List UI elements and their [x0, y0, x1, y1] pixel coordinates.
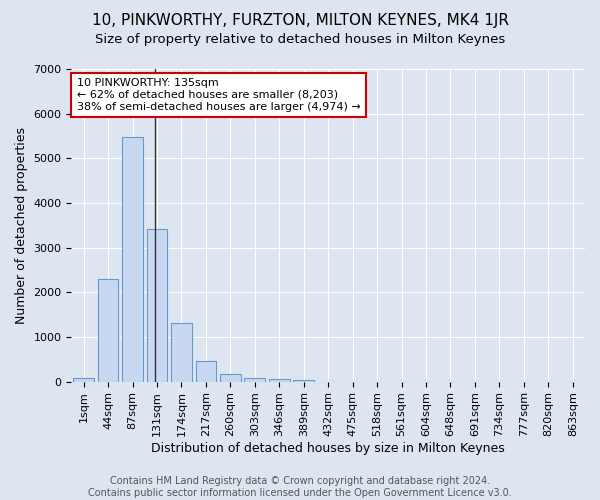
Text: 10 PINKWORTHY: 135sqm
← 62% of detached houses are smaller (8,203)
38% of semi-d: 10 PINKWORTHY: 135sqm ← 62% of detached … [77, 78, 360, 112]
Y-axis label: Number of detached properties: Number of detached properties [15, 127, 28, 324]
Text: Size of property relative to detached houses in Milton Keynes: Size of property relative to detached ho… [95, 32, 505, 46]
Bar [146, 229, 167, 382]
Text: 10, PINKWORTHY, FURZTON, MILTON KEYNES, MK4 1JR: 10, PINKWORTHY, FURZTON, MILTON KEYNES, … [91, 12, 509, 28]
Bar [171, 323, 192, 382]
X-axis label: Distribution of detached houses by size in Milton Keynes: Distribution of detached houses by size … [151, 442, 505, 455]
Bar [269, 380, 290, 382]
Bar [220, 374, 241, 382]
Bar [244, 378, 265, 382]
Bar [293, 380, 314, 382]
Bar [73, 378, 94, 382]
Bar [122, 137, 143, 382]
Bar [98, 279, 118, 382]
Text: Contains HM Land Registry data © Crown copyright and database right 2024.
Contai: Contains HM Land Registry data © Crown c… [88, 476, 512, 498]
Bar [196, 360, 217, 382]
